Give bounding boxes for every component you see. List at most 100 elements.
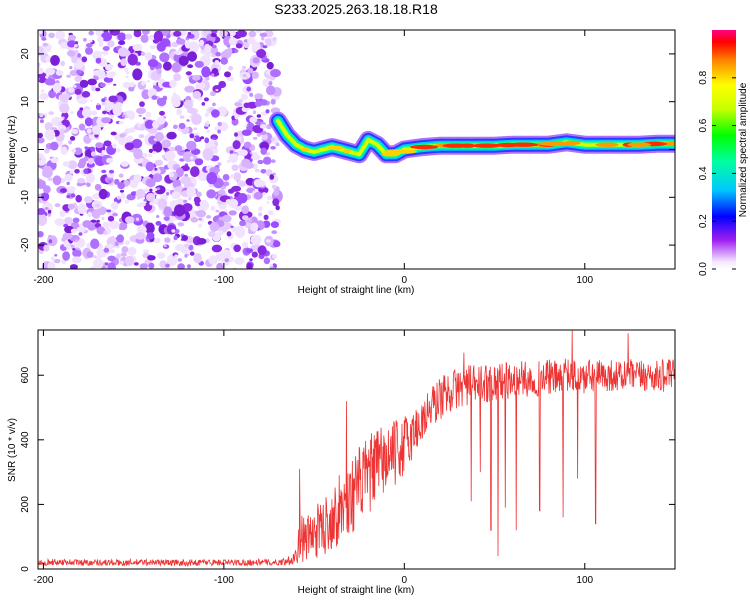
spectrogram-noise-cell	[135, 232, 146, 240]
spectrogram-noise-cell	[154, 131, 164, 142]
spectrogram-noise-cell	[54, 218, 65, 226]
spectrogram-noise-cell	[184, 41, 192, 49]
spectrogram-noise-cell	[38, 213, 48, 226]
signal-hotspot	[342, 148, 352, 154]
spectrogram-noise-cell	[266, 61, 274, 70]
spectrogram-noise-cell	[197, 205, 204, 210]
snr-x-axis-label: Height of straight line (km)	[298, 585, 415, 596]
spectrogram-noise-cell	[50, 55, 60, 66]
spectrogram-noise-cell	[241, 205, 249, 214]
spectrogram-noise-cell	[171, 62, 181, 73]
spectrogram-noise-cell	[64, 173, 73, 182]
spectrogram-noise-cell	[54, 254, 58, 257]
spectrogram-noise-cell	[59, 210, 66, 218]
spectrogram-noise-cell	[225, 199, 232, 205]
spectrogram-noise-cell	[41, 37, 47, 41]
spectrogram-noise-cell	[66, 245, 72, 250]
spectrogram-noise-cell	[155, 221, 162, 226]
spectrogram-noise-cell	[95, 103, 102, 111]
spectrogram-noise-cell	[44, 148, 50, 154]
spectrogram-noise-cell	[44, 67, 56, 76]
spectrogram-noise-cell	[266, 85, 276, 96]
spectrogram-noise-cell	[59, 128, 65, 133]
spectrogram-noise-cell	[206, 129, 210, 134]
spectrogram-noise-cell	[125, 110, 134, 117]
spectrogram-noise-cell	[267, 195, 273, 200]
spectrogram-signal-track	[269, 111, 675, 164]
spectrogram-noise-cell	[203, 97, 209, 102]
spectrogram-noise-cell	[261, 133, 268, 141]
spectrogram-noise-cell	[88, 30, 94, 36]
spectrogram-noise-cell	[257, 245, 267, 256]
spectrogram-noise-cell	[119, 260, 124, 265]
spectrogram-noise-cell	[38, 137, 45, 144]
spectrogram-noise-cell	[187, 51, 198, 62]
spectrogram-noise-cell	[228, 37, 238, 46]
spectrogram-noise-cell	[84, 196, 93, 204]
spectrogram-noise-cell	[124, 240, 131, 245]
spectrogram-noise-cell	[147, 255, 156, 261]
spectrogram-noise-cell	[234, 132, 238, 137]
spectrogram-noise-cell	[171, 229, 176, 233]
spectrogram-noise-cell	[145, 192, 156, 202]
spectrogram-noise-cell	[201, 66, 211, 78]
spectrogram-noise-cell	[62, 161, 70, 167]
spectrogram-noise-cell	[238, 181, 246, 187]
spectrogram-noise-cell	[188, 244, 194, 251]
spectrogram-noise-cell	[242, 241, 249, 249]
spectrogram-noise-cell	[161, 139, 172, 149]
spectrogram-noise-cell	[119, 133, 125, 138]
spectrogram-noise-cell	[71, 128, 79, 135]
spectrogram-noise-cell	[119, 189, 125, 193]
spectrogram-noise-cell	[89, 39, 93, 43]
spectrogram-noise-cell	[86, 251, 94, 258]
spectrogram-noise-cell	[256, 114, 262, 118]
spectrogram-noise-cell	[119, 222, 128, 231]
spectrogram-noise-cell	[39, 93, 49, 100]
spectrogram-noise-cell	[190, 166, 200, 178]
spectrogram-noise-cell	[103, 230, 108, 235]
spectrogram-noise-cell	[200, 136, 205, 140]
spectrogram-noise-cell	[96, 103, 100, 106]
spectrogram-noise-cell	[115, 148, 121, 153]
spectrogram-noise-cell	[174, 50, 183, 56]
spectrogram-noise-cell	[152, 151, 157, 155]
spectrogram-noise-cell	[212, 85, 222, 93]
spectrogram-noise-cell	[69, 264, 78, 269]
spectrogram-noise-cell	[149, 188, 153, 192]
spectrogram-noise-cell	[265, 40, 272, 47]
spectrogram-noise-cell	[246, 86, 251, 92]
spectrogram-noise-cell	[133, 30, 142, 38]
spectrogram-noise-cell	[76, 226, 87, 233]
spectrogram-noise-cell	[188, 196, 192, 201]
signal-hotspot	[410, 144, 439, 150]
spectrogram-noise-cell	[116, 195, 121, 200]
spectrogram-noise-cell	[195, 210, 207, 218]
spectrogram-noise-cell	[124, 128, 133, 134]
spectrogram-noise-cell	[251, 154, 261, 161]
spectrogram-noise-cell	[64, 217, 73, 225]
spectrogram-noise-cell	[101, 31, 112, 42]
spectrogram-noise-cell	[263, 156, 272, 165]
spectrogram-noise-cell	[107, 255, 116, 262]
spectrogram-noise-cell	[118, 40, 126, 45]
spectrogram-noise-cell	[92, 50, 102, 61]
spectrogram-noise-cell	[38, 208, 46, 215]
spectrogram-noise-cell	[260, 99, 268, 106]
spectrogram-noise-cell	[212, 137, 216, 141]
spectrogram-noise-cell	[114, 178, 120, 185]
spectrogram-noise-cell	[262, 192, 267, 195]
spectrogram-noise-cell	[47, 212, 52, 217]
spectrogram-noise-cell	[124, 199, 130, 204]
spectrogram-noise-cell	[55, 30, 66, 40]
spectrogram-noise-cell	[47, 235, 58, 247]
spectrogram-noise-cell	[205, 43, 210, 48]
spectrogram-noise-cell	[38, 72, 48, 84]
spectrogram-noise-cell	[271, 230, 278, 235]
spectrogram-noise-cell	[133, 262, 139, 266]
snr-y-tick-label: 200	[20, 496, 31, 513]
spectrogram-noise-cell	[173, 235, 178, 241]
spectrogram-noise-cell	[259, 124, 267, 129]
snr-y-tick-label: 0	[20, 566, 31, 572]
spectrogram-noise-cell	[38, 157, 43, 161]
